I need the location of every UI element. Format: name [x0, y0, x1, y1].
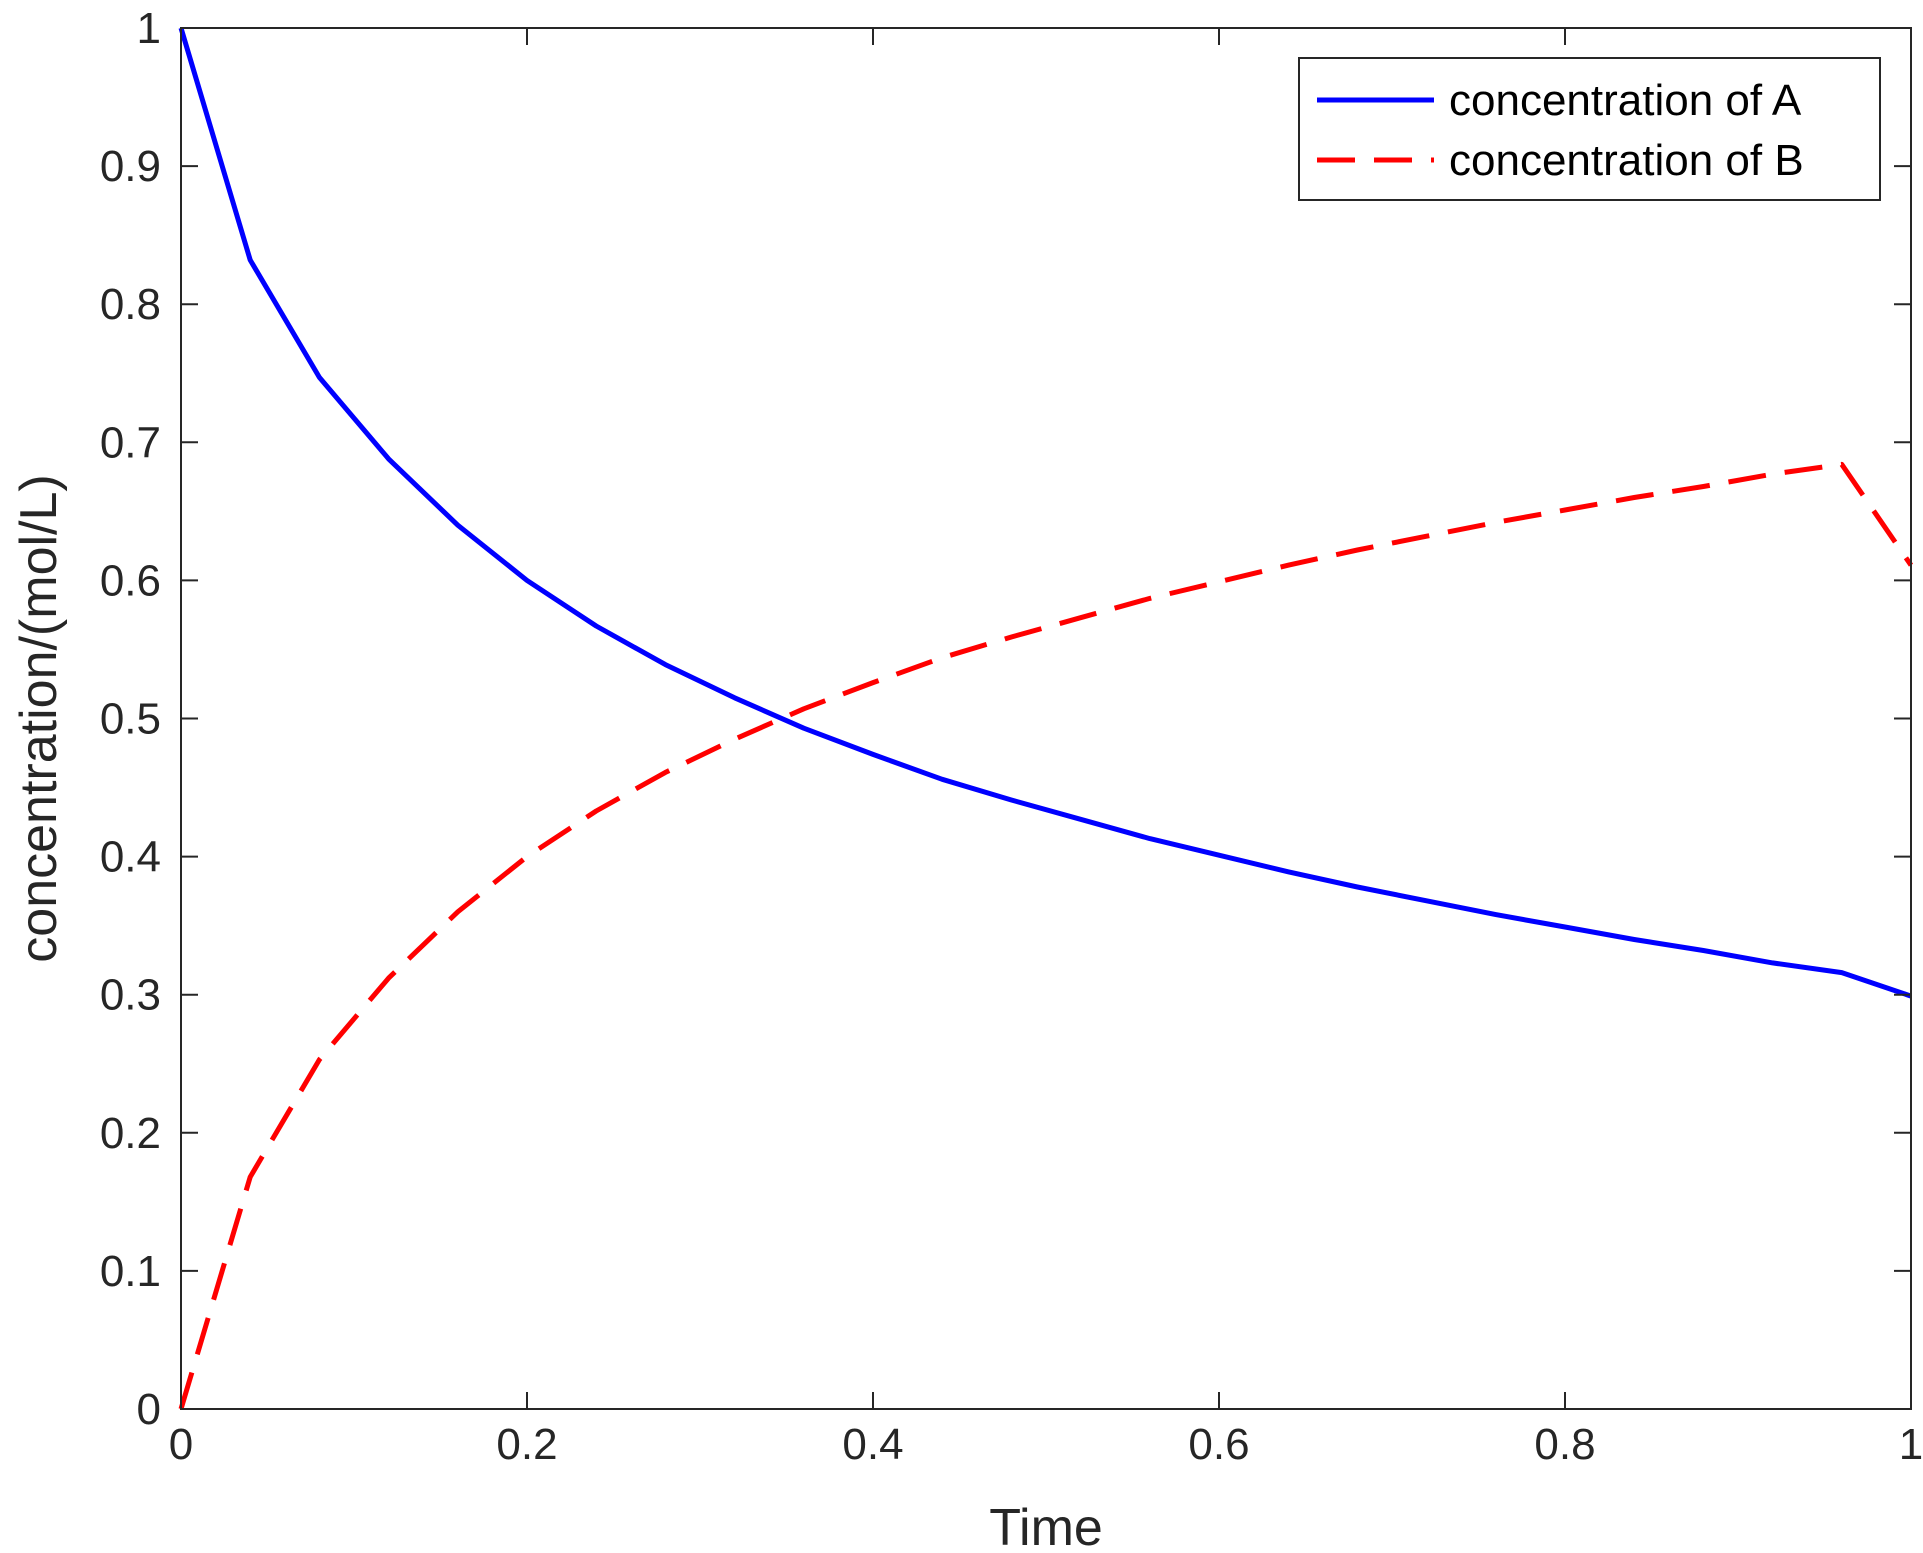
x-axis-label: Time [989, 1499, 1103, 1553]
plot-area [181, 28, 1911, 1409]
y-tick-label: 0.6 [100, 556, 161, 605]
y-tick-label: 0.8 [100, 280, 161, 329]
y-tick-label: 0.4 [100, 833, 161, 882]
y-tick-label: 1 [137, 4, 161, 53]
x-tick-label: 0.6 [1188, 1420, 1249, 1469]
series-line-a [178, 27, 1912, 999]
y-tick-label: 0.3 [100, 971, 161, 1020]
y-tick-label: 0.1 [100, 1247, 161, 1296]
legend-label-b: concentration of B [1449, 136, 1804, 185]
y-tick-label: 0.9 [100, 142, 161, 191]
x-tick-label: 0.8 [1534, 1420, 1595, 1469]
series-line-b [178, 461, 1914, 1410]
x-tick-label: 1 [1899, 1420, 1923, 1469]
legend: concentration of A concentration of B [1298, 57, 1881, 201]
y-tick-label: 0.2 [100, 1109, 161, 1158]
y-axis-label: concentration/(mol/L) [10, 474, 68, 962]
y-tick-label: 0.5 [100, 695, 161, 744]
y-tick-label: 0.7 [100, 418, 161, 467]
legend-label-a: concentration of A [1449, 76, 1802, 125]
x-tick-label: 0.2 [496, 1420, 557, 1469]
plot-background [181, 28, 1911, 1409]
axes-layer: 0 0.2 0.4 0.6 0.8 1 0 0.1 0.2 0.3 0.4 0.5 0.6 0.7 0.8 0… [100, 4, 1923, 1469]
x-tick-label: 0.4 [842, 1420, 903, 1469]
y-tick-label: 0 [137, 1385, 161, 1434]
legend-box [1298, 57, 1881, 201]
x-tick-label: 0 [169, 1420, 193, 1469]
series-layer [178, 27, 1914, 1410]
